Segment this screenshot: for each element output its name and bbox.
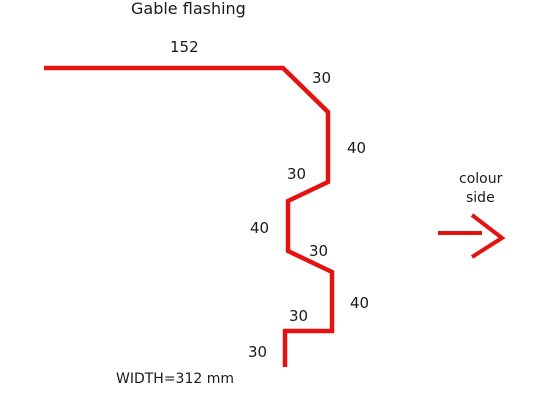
dimension-top-flat: 152 <box>170 38 199 56</box>
dimension-middle-vertical: 40 <box>250 219 269 237</box>
dimension-upper-step: 30 <box>287 165 306 183</box>
dimension-upper-vertical: 40 <box>347 139 366 157</box>
dimension-bottom-return: 30 <box>289 307 308 325</box>
dimension-top-bevel: 30 <box>312 69 331 87</box>
total-width-label: WIDTH=312 mm <box>116 371 234 387</box>
colour-side-label-line1: colour <box>459 171 503 187</box>
colour-side-label-line2: side <box>466 190 495 206</box>
diagram-title: Gable flashing <box>131 0 246 18</box>
dimension-lower-vertical: 40 <box>350 294 369 312</box>
dimension-bottom-drip: 30 <box>248 343 267 361</box>
arrow-right-icon <box>438 215 502 257</box>
dimension-lower-step: 30 <box>309 242 328 260</box>
